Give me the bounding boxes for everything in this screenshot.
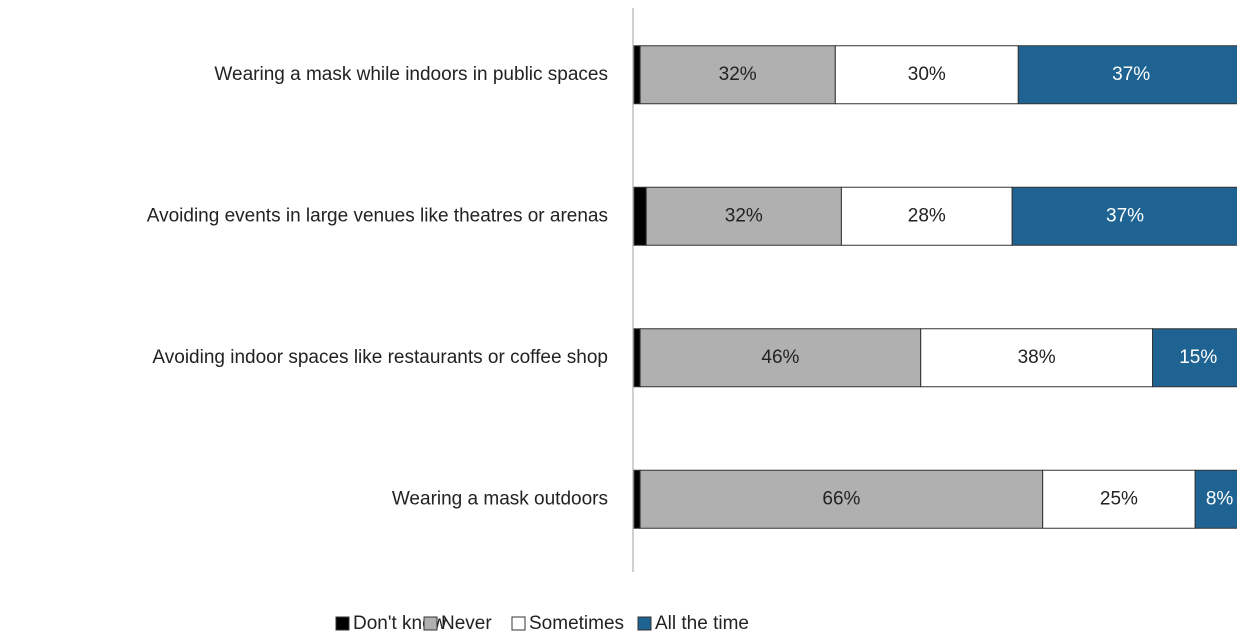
- value-label: 32%: [725, 205, 763, 226]
- value-label: 28%: [908, 205, 946, 226]
- bar-segment: [633, 328, 641, 388]
- legend-swatch: [423, 616, 438, 631]
- bar-segment: [840, 186, 1013, 246]
- bar-segment: [1194, 469, 1237, 529]
- bar-segment: [645, 186, 842, 246]
- value-label: 8%: [1206, 488, 1234, 509]
- category-label: Avoiding events in large venues like the…: [147, 205, 608, 226]
- category-label: Avoiding indoor spaces like restaurants …: [152, 347, 608, 368]
- bar-segment: [1152, 328, 1237, 388]
- legend-swatch: [335, 616, 350, 631]
- legend-swatch: [511, 616, 526, 631]
- bar-segment: [834, 45, 1019, 105]
- bar-segment: [639, 469, 1044, 529]
- value-label: 46%: [761, 347, 799, 368]
- legend-label: Sometimes: [529, 613, 624, 634]
- category-label: Wearing a mask outdoors: [392, 488, 608, 509]
- value-label: 38%: [1018, 347, 1056, 368]
- value-label: 15%: [1179, 347, 1217, 368]
- bar-segment: [633, 186, 647, 246]
- value-label: 66%: [822, 488, 860, 509]
- bar-segment: [920, 328, 1154, 388]
- bar-segment: [639, 45, 836, 105]
- bar-segment: [633, 469, 641, 529]
- value-label: 37%: [1106, 205, 1144, 226]
- value-label: 32%: [719, 64, 757, 85]
- value-label: 37%: [1112, 64, 1150, 85]
- legend-label: All the time: [655, 613, 749, 634]
- legend-label: Don't know: [353, 613, 447, 634]
- value-label: 30%: [908, 64, 946, 85]
- legend-swatch: [637, 616, 652, 631]
- bar-segment: [639, 328, 922, 388]
- value-label: 25%: [1100, 488, 1138, 509]
- category-label: Wearing a mask while indoors in public s…: [214, 64, 608, 85]
- legend-label: Never: [441, 613, 492, 634]
- bar-segment: [633, 45, 641, 105]
- bar-segment: [1011, 186, 1237, 246]
- bar-segment: [1017, 45, 1237, 105]
